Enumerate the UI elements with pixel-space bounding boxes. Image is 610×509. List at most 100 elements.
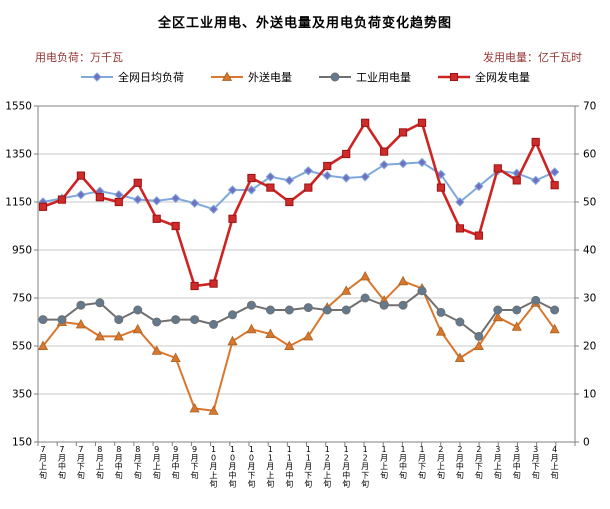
- series-marker: [152, 317, 162, 327]
- y-tick-label-right: 20: [583, 341, 596, 353]
- series-marker: [341, 285, 352, 295]
- legend-item-outbound-power: 外送电量: [210, 69, 292, 85]
- series-marker: [493, 164, 502, 173]
- y-tick-label-left: 1150: [5, 197, 32, 209]
- series-marker: [379, 160, 389, 170]
- series-marker: [266, 183, 275, 192]
- series-marker: [398, 158, 408, 169]
- series-marker: [113, 330, 124, 341]
- series-marker: [435, 326, 447, 336]
- series-marker: [341, 173, 351, 183]
- x-tick-label: 2 月中旬: [456, 445, 464, 480]
- series-marker: [171, 315, 181, 325]
- x-tick-label: 8 月中旬: [115, 445, 123, 480]
- series-line: [42, 161, 556, 211]
- series-marker: [76, 300, 86, 310]
- series-marker: [550, 305, 560, 315]
- square-marker-icon: [438, 73, 470, 81]
- x-tick-label: 7 月中旬: [58, 445, 66, 480]
- series-marker: [37, 340, 49, 350]
- series-marker: [398, 128, 408, 137]
- x-tick-label: 8 月上旬: [96, 445, 104, 480]
- series-marker: [38, 315, 48, 325]
- series-marker: [454, 352, 465, 362]
- legend-item-daily-load: 全网日均负荷: [80, 69, 184, 85]
- x-tick-label: 2 月下旬: [475, 445, 483, 480]
- x-tick-label: 7 月下旬: [77, 445, 85, 480]
- series-marker: [95, 193, 104, 202]
- x-tick-label: 9 月上旬: [153, 445, 161, 480]
- series-marker: [417, 157, 427, 168]
- series-marker: [265, 305, 275, 315]
- series-marker: [227, 335, 238, 346]
- series-marker: [549, 167, 560, 177]
- series-marker: [133, 305, 143, 315]
- y-tick-label-left: 750: [12, 293, 32, 305]
- series-marker: [550, 181, 559, 190]
- series-marker: [133, 178, 142, 187]
- series-marker: [170, 352, 181, 362]
- legend-label: 工业用电量: [356, 71, 411, 84]
- legend-item-grid-generation: 全网发电量: [437, 69, 530, 85]
- series-marker: [208, 405, 219, 415]
- series-marker: [473, 340, 484, 350]
- series-marker: [474, 331, 484, 341]
- series-marker: [455, 317, 465, 327]
- x-tick-label: 4 月上旬: [551, 445, 559, 480]
- series-marker: [303, 303, 313, 313]
- series-marker: [284, 305, 294, 315]
- series-marker: [379, 300, 389, 310]
- x-tick-label: 1 月上旬: [380, 445, 388, 480]
- series-marker: [114, 197, 123, 207]
- series-marker: [530, 175, 541, 186]
- series-marker: [493, 305, 503, 315]
- series-marker: [57, 195, 67, 204]
- plot-border: [37, 105, 576, 443]
- series-marker: [209, 319, 219, 329]
- x-tick-label: 1 月中旬: [399, 445, 407, 480]
- x-tick-label: 8 月下旬: [134, 445, 142, 480]
- series-marker: [246, 300, 256, 310]
- series-marker: [208, 204, 219, 214]
- series-marker: [474, 231, 483, 240]
- series-marker: [549, 323, 560, 334]
- series-marker: [228, 310, 237, 320]
- page-title: 全区工业用电、外送电量及用电负荷变化趋势图: [157, 16, 452, 31]
- x-tick-label: 1 0 月下旬: [247, 445, 255, 488]
- x-tick-label: 3 月上旬: [494, 445, 502, 480]
- series-marker: [417, 286, 427, 296]
- series-marker: [398, 300, 408, 310]
- series-marker: [170, 193, 181, 204]
- series-marker: [38, 202, 48, 211]
- y-tick-label-left: 550: [12, 341, 32, 353]
- y-tick-label-right: 70: [583, 101, 596, 113]
- legend-label: 外送电量: [248, 71, 292, 84]
- right-axis-unit-label: 发用电量：亿千瓦时: [483, 51, 582, 64]
- series-marker: [361, 118, 370, 127]
- series-marker: [246, 323, 257, 334]
- y-tick-label-left: 1350: [5, 149, 32, 161]
- series-marker: [323, 161, 332, 171]
- series-marker: [247, 173, 256, 183]
- series-marker: [95, 298, 105, 308]
- legend-item-industrial-power: 工业用电量: [318, 69, 411, 85]
- series-marker: [304, 183, 313, 192]
- series-1: [37, 270, 560, 415]
- series-marker: [322, 305, 332, 315]
- x-tick-label: 3 月下旬: [532, 445, 540, 480]
- series-marker: [189, 198, 200, 208]
- series-marker: [76, 171, 86, 180]
- y-tick-label-left: 950: [12, 245, 32, 257]
- y-tick-label-right: 30: [583, 293, 596, 305]
- series-marker: [132, 323, 143, 334]
- series-marker: [511, 321, 522, 331]
- series-marker: [265, 172, 276, 182]
- legend-marker-shape: [92, 72, 102, 82]
- x-tick-label: 1 2 月上旬: [323, 445, 331, 488]
- x-tick-label: 1 2 月下旬: [361, 445, 369, 488]
- x-tick-label: 1 月下旬: [418, 445, 426, 480]
- series-marker: [151, 196, 162, 206]
- legend-label: 全网发电量: [475, 71, 530, 84]
- series-marker: [360, 270, 371, 281]
